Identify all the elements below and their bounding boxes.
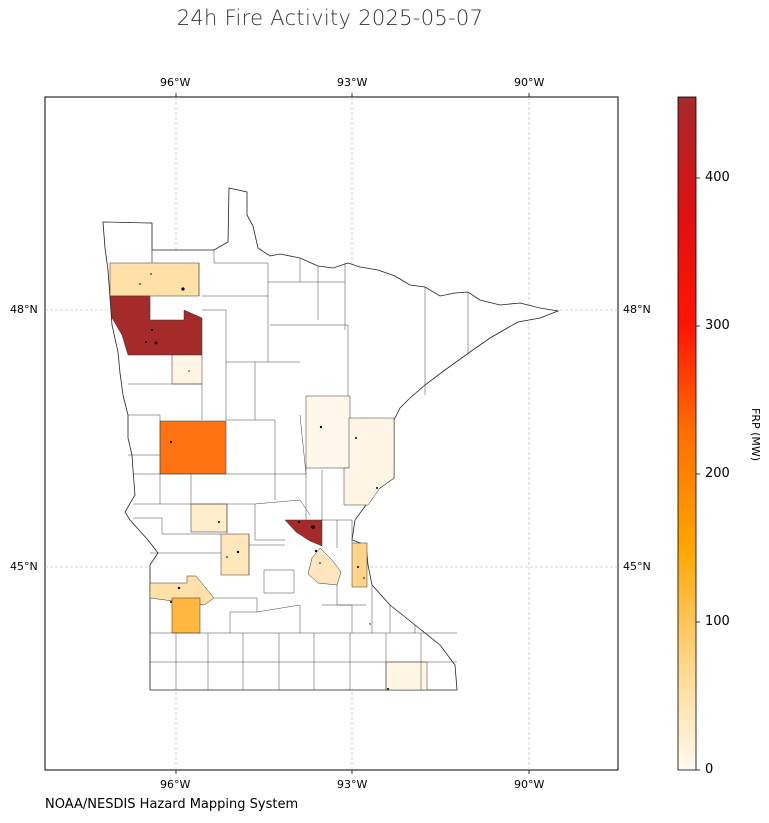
fire-point	[387, 688, 389, 690]
fire-point	[319, 425, 323, 429]
lat-tick-right: 48°N	[623, 303, 651, 316]
fire-point	[236, 550, 240, 554]
fire-point	[319, 562, 321, 564]
lon-tick-top: 90°W	[514, 76, 545, 89]
fire-point	[363, 577, 365, 579]
fire-point	[218, 521, 220, 523]
county-polk	[109, 295, 203, 356]
county-washington	[351, 542, 368, 588]
county-douglas	[190, 503, 228, 533]
county-pipestone	[171, 597, 201, 634]
county-hennepin	[307, 547, 342, 586]
colorbar-tick-label: 100	[705, 614, 730, 629]
county-kittson	[109, 262, 200, 297]
fire-point	[145, 341, 147, 343]
county-boundaries	[102, 221, 469, 690]
fire-point	[154, 341, 158, 345]
fire-point	[188, 370, 190, 372]
colorbar-tick-label: 300	[705, 318, 730, 333]
fire-point	[150, 273, 152, 275]
fire-point	[314, 549, 318, 553]
colorbar	[677, 96, 697, 771]
fire-point	[139, 283, 141, 285]
colorbar-tick-label: 200	[705, 466, 730, 481]
fire-point	[311, 525, 315, 529]
lon-tick-bottom: 96°W	[160, 778, 191, 791]
fire-point	[376, 487, 378, 489]
fire-point	[298, 521, 300, 523]
data-source-credit: NOAA/NESDIS Hazard Mapping System	[45, 797, 299, 812]
lon-tick-top: 96°W	[160, 76, 191, 89]
county-houston	[385, 661, 428, 691]
fire-point	[355, 437, 357, 439]
fire-point	[181, 287, 185, 291]
fire-point	[177, 586, 181, 590]
frame-ticks	[175, 93, 530, 774]
lon-tick-bottom: 93°W	[337, 778, 368, 791]
lon-tick-top: 93°W	[337, 76, 368, 89]
fire-point	[150, 328, 154, 332]
fire-point	[170, 601, 172, 603]
fire-point	[369, 623, 371, 625]
colorbar-tick-label: 0	[705, 762, 714, 777]
fire-point	[169, 440, 173, 444]
fire-detections	[139, 273, 389, 690]
fire-point	[226, 556, 228, 558]
county-clay	[159, 420, 227, 475]
colorbar-tick-label: 400	[705, 170, 730, 185]
county-chisago	[343, 417, 395, 506]
county-kandiyohi	[220, 533, 250, 576]
fire-point	[357, 566, 359, 568]
lat-tick-left: 48°N	[10, 303, 38, 316]
county-pine	[305, 395, 351, 469]
colorbar-ticks	[696, 177, 700, 771]
colorbar-label: FRP (MW)	[749, 408, 762, 462]
map-title: 24h Fire Activity 2025-05-07	[176, 6, 484, 30]
county-norman	[171, 354, 203, 385]
lon-tick-bottom: 90°W	[514, 778, 545, 791]
lat-tick-left: 45°N	[10, 560, 38, 573]
lat-tick-right: 45°N	[623, 560, 651, 573]
